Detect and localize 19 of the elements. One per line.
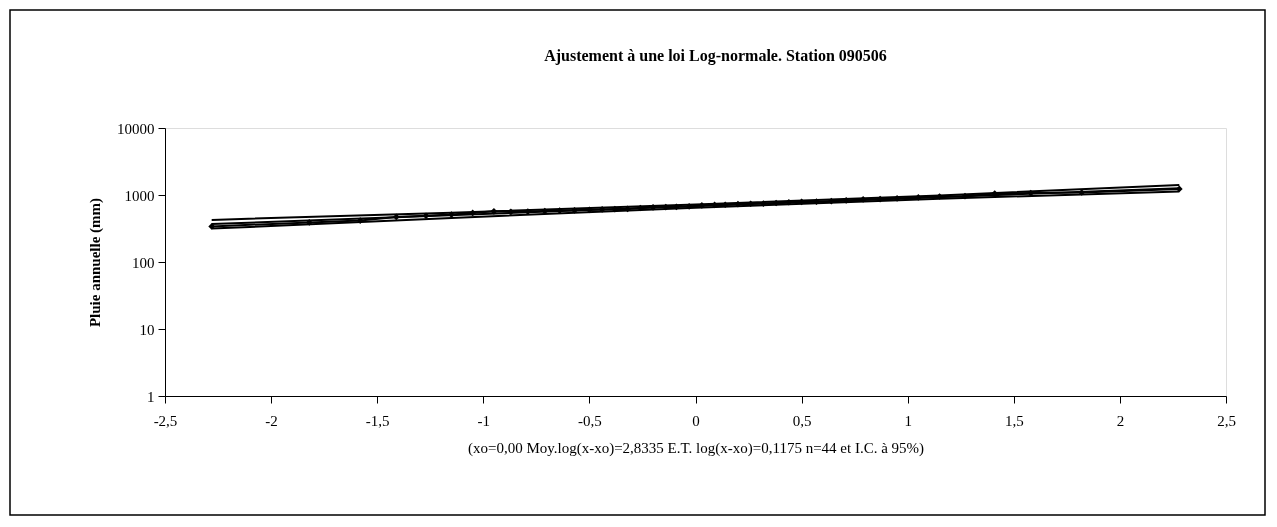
x-axis-title: (xo=0,00 Moy.log(x-xo)=2,8335 E.T. log(x-xo)=0,1175 n=44 et I.C. à 95%) <box>467 439 925 457</box>
x-tick-label: -2 <box>265 412 278 429</box>
y-axis-title: Pluie annuelle (mm) <box>87 197 104 328</box>
x-tick-label: 0,5 <box>792 412 812 429</box>
y-tick-label: 1000 <box>124 187 155 204</box>
x-tick-label: -2,5 <box>153 412 178 429</box>
chart-title: Ajustement à une loi Log-normale. Station 090506 <box>544 47 887 65</box>
x-tick-label: -1,5 <box>365 412 390 429</box>
y-tick-label: 1 <box>147 388 155 405</box>
x-tick-label: 1 <box>904 412 912 429</box>
x-tick-label: -0,5 <box>578 412 602 429</box>
y-tick-label: 10 <box>139 321 155 338</box>
x-tick-label: 2 <box>1116 412 1125 429</box>
y-tick-label: 100 <box>132 254 155 271</box>
x-tick-label: 2,5 <box>1217 412 1236 429</box>
x-tick-label: -1 <box>477 412 491 429</box>
y-tick-label: 10000 <box>117 120 155 137</box>
x-tick-label: 1,5 <box>1004 412 1024 429</box>
x-tick-label: 0 <box>692 412 700 429</box>
